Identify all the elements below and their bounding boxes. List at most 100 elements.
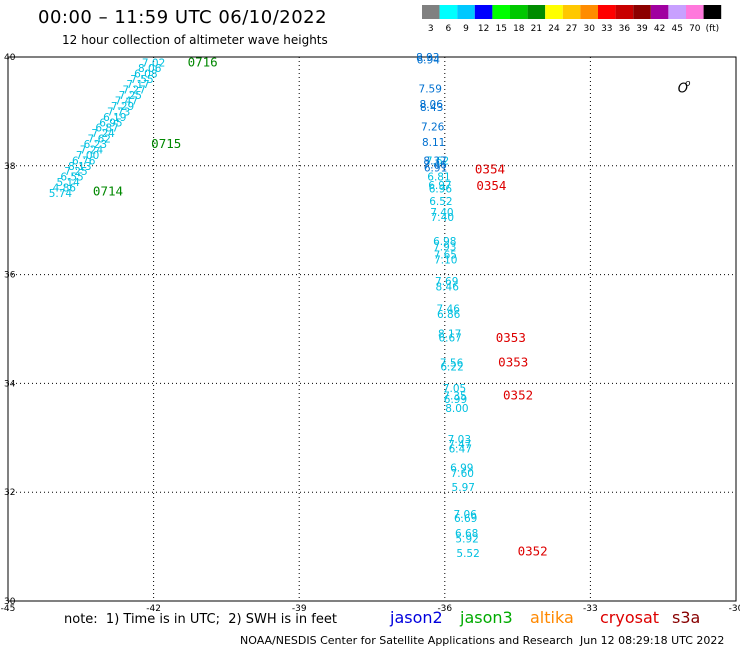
- pass-time-label: 0715: [151, 136, 181, 151]
- swh-value: 7.40: [431, 212, 454, 224]
- swh-value: 6.52: [429, 196, 452, 208]
- legend-swatch: [562, 5, 581, 19]
- swh-value: 5.52: [456, 548, 479, 560]
- swh-value: 7.65: [434, 249, 457, 261]
- swh-value: 7.24: [91, 128, 115, 140]
- pass-time-label: 0716: [188, 54, 218, 69]
- legend-swatch: [422, 5, 440, 19]
- swh-value: 7.00: [76, 150, 99, 162]
- pass-time-label: 0714: [93, 183, 123, 198]
- legend-label: (ft): [706, 24, 720, 34]
- swh-value: 7.55: [130, 74, 153, 86]
- swh-value: 7.46: [437, 303, 461, 315]
- swh-value: 7.73: [107, 106, 130, 118]
- swh-value: 6.67: [438, 333, 461, 345]
- map-frame: [7, 56, 737, 602]
- swh-value: 7.47: [115, 96, 138, 108]
- timestamp-text: Jun 12 08:29:18 UTC 2022: [580, 634, 725, 647]
- swh-value: 6.19: [103, 112, 126, 124]
- legend-label: 36: [619, 24, 631, 34]
- legend-label: 30: [583, 24, 595, 34]
- swh-value: 4.86: [53, 183, 77, 195]
- legend-label: 27: [566, 24, 577, 34]
- pass-time-label: 0353: [496, 330, 526, 345]
- lon-tick-label: -36: [437, 604, 452, 614]
- pass-time-label: 0353: [498, 355, 528, 370]
- swh-value: 6.08: [134, 68, 157, 80]
- swh-value: 7.03: [448, 434, 471, 446]
- sat-label-altika: altika: [530, 608, 574, 627]
- swh-value: 8.37: [423, 155, 446, 167]
- swh-value: 7.25: [119, 90, 142, 102]
- swh-value: 6.94: [417, 55, 441, 67]
- legend-swatch: [545, 5, 563, 19]
- legend-label: 33: [601, 24, 612, 34]
- swh-value: 7.59: [419, 84, 442, 96]
- footer-note: note: 1) Time is in UTC; 2) SWH is in fe…: [64, 612, 337, 627]
- swh-value: 7.40: [430, 207, 453, 219]
- swh-value: 6.96: [429, 184, 453, 196]
- swh-value: 7.17: [126, 79, 149, 91]
- legend-swatch: [686, 5, 704, 19]
- swh-value: 8.46: [436, 282, 460, 294]
- legend-swatch: [633, 5, 651, 19]
- swh-value: 6.98: [433, 236, 456, 248]
- swh-value: 6.99: [450, 463, 473, 475]
- swh-value: 6.55: [60, 172, 83, 184]
- island-mark: o: [685, 79, 691, 89]
- swh-value: 6.97: [428, 180, 451, 192]
- swh-value: 7.05: [443, 383, 466, 395]
- swh-value: 8.11: [422, 137, 445, 149]
- legend-swatch: [439, 5, 458, 19]
- legend-label: 3: [428, 24, 434, 34]
- swh-value: 7.24: [80, 144, 104, 156]
- swh-value: 8.13: [68, 161, 91, 173]
- swh-value: 6.86: [437, 309, 461, 321]
- pass-time-label: 0354: [475, 162, 505, 177]
- swh-value: 6.47: [449, 444, 472, 456]
- lon-tick-label: -30: [729, 604, 740, 614]
- swh-value: 7.10: [434, 254, 457, 266]
- swh-value: 6.69: [454, 513, 477, 525]
- swh-value: 6.95: [99, 117, 122, 129]
- pass-time-label: 0352: [518, 543, 548, 558]
- legend-swatch: [492, 5, 510, 19]
- swh-value: 5.74: [49, 188, 73, 200]
- swh-value: 7.29: [111, 101, 134, 113]
- swh-value: 7.26: [421, 122, 445, 134]
- lat-tick-label: 32: [4, 488, 15, 498]
- legend-swatch: [650, 5, 669, 19]
- legend-swatch: [703, 5, 722, 19]
- swh-value: 6.81: [427, 172, 450, 184]
- sat-label-jason3: jason3: [460, 608, 513, 627]
- legend-swatch: [580, 5, 598, 19]
- pass-time-label: 0354: [476, 178, 506, 193]
- swh-value: 8.17: [438, 328, 461, 340]
- swh-value: 7.60: [451, 468, 474, 480]
- page-title: 00:00 – 11:59 UTC 06/10/2022: [38, 7, 328, 28]
- swh-value: 7.35: [443, 390, 466, 402]
- swh-value: 7.93: [433, 241, 456, 253]
- swh-value: 6.22: [440, 362, 463, 374]
- lat-tick-label: 30: [4, 597, 16, 607]
- lat-tick-label: 34: [4, 379, 16, 389]
- legend-label: 21: [531, 24, 542, 34]
- legend-swatch: [527, 5, 546, 19]
- legend-label: 18: [513, 24, 525, 34]
- swh-value: 7.25: [64, 166, 87, 178]
- legend-swatch: [615, 5, 634, 19]
- swh-value: 5.14: [56, 177, 80, 189]
- swh-value: 7.27: [122, 85, 145, 97]
- sat-label-cryosat: cryosat: [600, 608, 660, 627]
- swh-value: 6.87: [95, 123, 118, 135]
- swh-value: 6.68: [455, 528, 478, 540]
- legend-label: 6: [446, 24, 452, 34]
- legend-label: 15: [495, 24, 506, 34]
- legend-swatch: [598, 5, 616, 19]
- swh-value: 8.00: [445, 403, 468, 415]
- swh-value: 7.56: [440, 358, 464, 370]
- legend-label: 9: [463, 24, 469, 34]
- swh-value: 6.76: [72, 155, 96, 167]
- legend-swatch: [457, 5, 475, 19]
